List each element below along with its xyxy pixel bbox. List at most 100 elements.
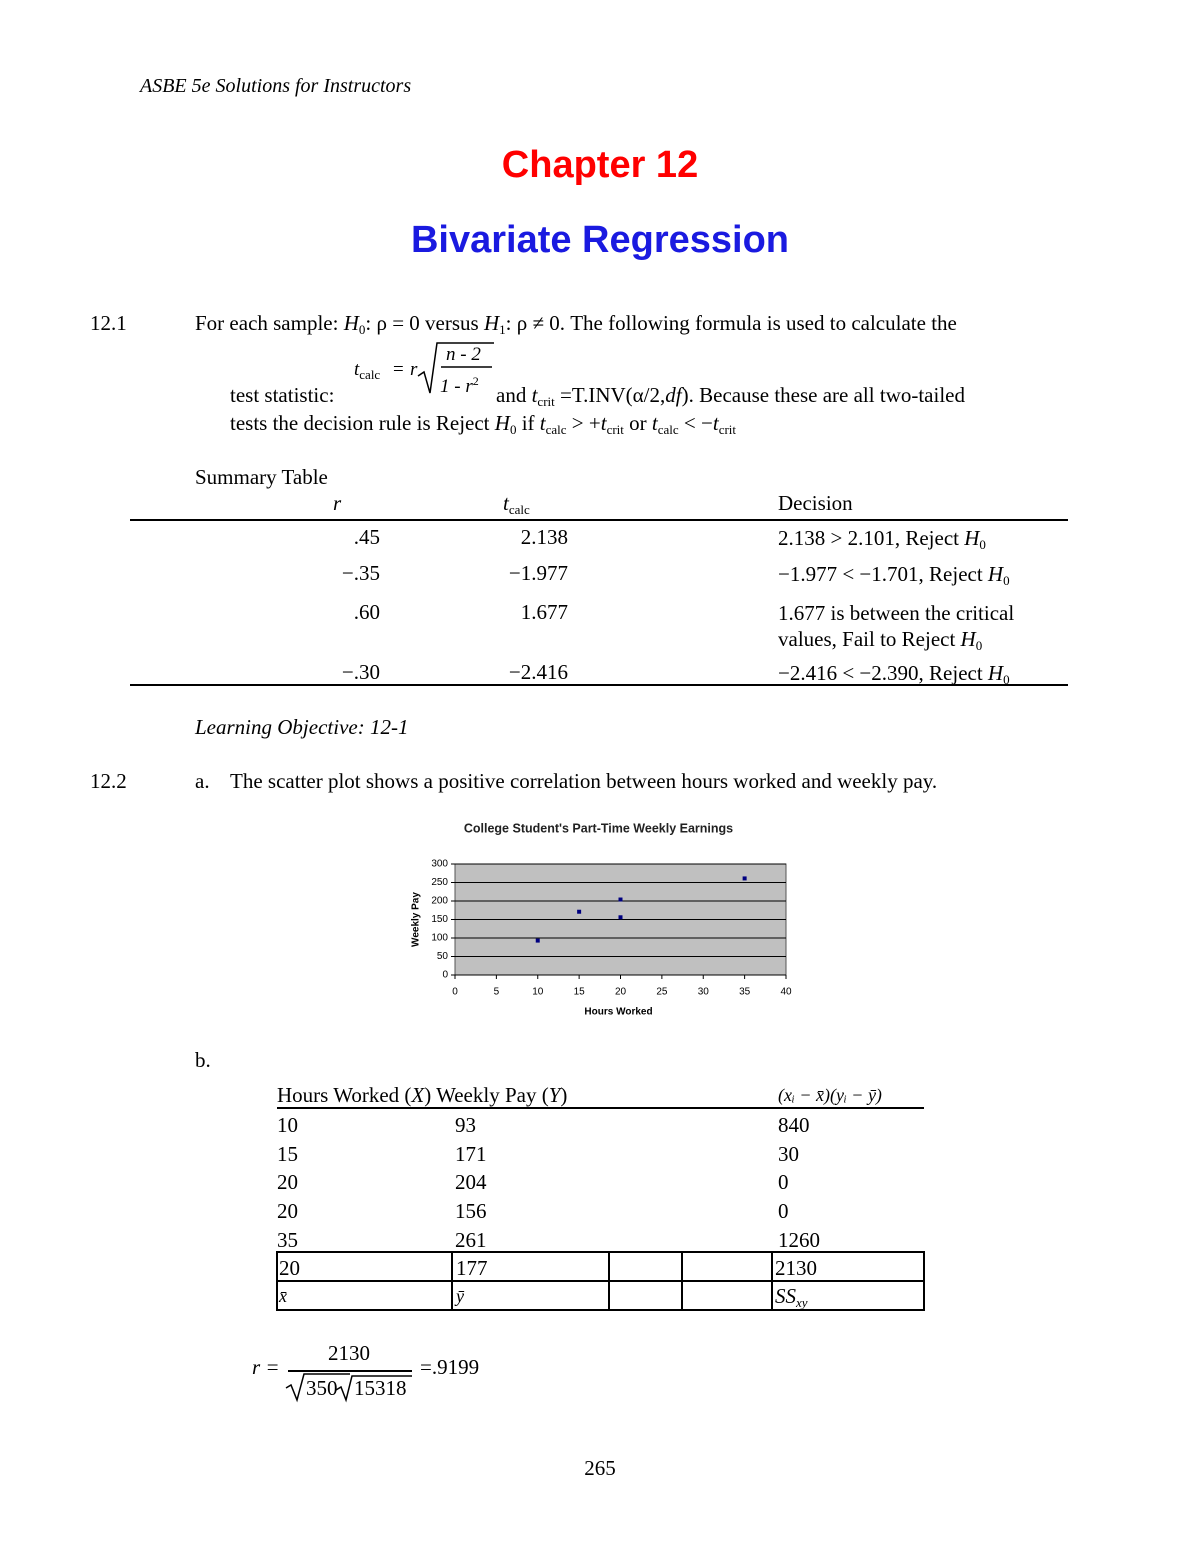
denominator: 350 bbox=[306, 1376, 338, 1400]
text: ). Because these are all two-tailed bbox=[681, 383, 965, 407]
subscript: xy bbox=[796, 1295, 808, 1310]
x-tick-label: 5 bbox=[494, 987, 500, 998]
total-cell: 2130 bbox=[775, 1256, 817, 1280]
symbol: t bbox=[531, 383, 538, 407]
text: 2.138 > 2.101, Reject bbox=[778, 526, 965, 550]
symbol: H bbox=[987, 661, 1004, 685]
y-tick-label: 150 bbox=[431, 914, 448, 925]
table-header: Hours Worked (X) Weekly Pay (Y) bbox=[277, 1083, 567, 1107]
column-header: Decision bbox=[778, 491, 853, 515]
table-cell: 261 bbox=[455, 1227, 487, 1252]
numerator: 2130 bbox=[328, 1341, 370, 1365]
table-cell: 30 bbox=[778, 1141, 799, 1166]
y-tick-label: 0 bbox=[442, 970, 448, 981]
cell-decision: 2.138 > 2.101, Reject H0 bbox=[778, 525, 1068, 558]
running-header: ASBE 5e Solutions for Instructors bbox=[140, 75, 412, 97]
cell-t: −2.416 bbox=[508, 660, 568, 684]
table-cell: 15 bbox=[277, 1141, 298, 1166]
sqrt-sign bbox=[335, 1375, 412, 1403]
symbol: df bbox=[665, 383, 682, 407]
total-cell: 177 bbox=[456, 1256, 488, 1280]
symbol: H bbox=[960, 627, 976, 651]
symbol: r bbox=[410, 359, 418, 380]
x-tick-label: 15 bbox=[574, 987, 586, 998]
x-axis-label: Hours Worked bbox=[584, 1007, 652, 1018]
text: For each sample: bbox=[195, 311, 344, 335]
subscript: calc bbox=[508, 502, 530, 517]
table-cell: 1260 bbox=[778, 1227, 820, 1252]
page-number: 265 bbox=[584, 1456, 616, 1480]
text: tests the decision rule is Reject bbox=[230, 411, 495, 435]
subscript: 0 bbox=[1003, 573, 1010, 588]
point bbox=[577, 909, 582, 914]
text: ) Weekly Pay ( bbox=[424, 1083, 549, 1107]
table-cell: 20 bbox=[277, 1170, 298, 1195]
symbol: H bbox=[494, 411, 510, 435]
sqrt-sign bbox=[285, 1373, 350, 1403]
text: 1 - r bbox=[440, 376, 473, 397]
subscript: 0 bbox=[1003, 672, 1010, 687]
text: 1.677 is between the critical values, Fa… bbox=[778, 601, 1015, 651]
text-line: For each sample: H0: ρ = 0 versus H1: ρ … bbox=[195, 311, 957, 342]
chapter-title: Bivariate Regression bbox=[410, 219, 790, 261]
text: and bbox=[496, 383, 532, 407]
symbol: H bbox=[483, 311, 500, 335]
text-line: The scatter plot shows a positive correl… bbox=[230, 769, 938, 793]
chart-title: College Student's Part-Time Weekly Earni… bbox=[464, 821, 733, 835]
denominator: 1 - r2 bbox=[440, 369, 479, 399]
subscript: calc bbox=[359, 367, 381, 382]
cell-decision: 1.677 is between the critical values, Fa… bbox=[778, 600, 1068, 659]
text: test statistic: bbox=[230, 383, 335, 407]
symbol: Y bbox=[548, 1083, 561, 1107]
subscript: 0 bbox=[509, 422, 517, 437]
subscript: 1 bbox=[499, 322, 506, 337]
table-cell: 10 bbox=[277, 1113, 298, 1137]
symbol: t bbox=[539, 411, 546, 435]
y-tick-label: 300 bbox=[431, 859, 448, 870]
text: : ρ = 0 versus bbox=[365, 311, 484, 335]
y-tick-label: 100 bbox=[431, 933, 448, 944]
subscript: crit bbox=[606, 422, 624, 437]
point bbox=[535, 938, 540, 943]
learning-objective: Learning Objective: 12-1 bbox=[195, 715, 409, 739]
symbol: t bbox=[600, 411, 607, 435]
formula-lhs: tcalc bbox=[354, 358, 380, 387]
label-cell: SSxy bbox=[775, 1284, 808, 1315]
problem-number: 12.2 bbox=[90, 769, 127, 793]
table-cell: 171 bbox=[455, 1141, 487, 1166]
sqrt-sign bbox=[417, 342, 494, 394]
text: ) bbox=[560, 1083, 568, 1107]
cell-r: −.30 bbox=[341, 660, 380, 684]
text: −1.977 < −1.701, Reject bbox=[778, 562, 988, 586]
text: or bbox=[623, 411, 652, 435]
item-label: b. bbox=[195, 1048, 211, 1072]
x-tick-label: 30 bbox=[698, 987, 710, 998]
subscript: 0 bbox=[979, 537, 986, 552]
subscript: crit bbox=[718, 422, 737, 437]
table-cell: 0 bbox=[778, 1170, 789, 1195]
y-tick-label: 250 bbox=[431, 877, 448, 888]
text: −2.416 < −2.390, Reject bbox=[778, 661, 988, 685]
subscript: 0 bbox=[975, 638, 983, 653]
table-cell: 93 bbox=[455, 1113, 476, 1137]
x-tick-label: 10 bbox=[532, 987, 544, 998]
text: < − bbox=[678, 411, 713, 435]
symbol: t bbox=[503, 491, 509, 515]
cell-t: 1.677 bbox=[520, 600, 568, 624]
y-tick-label: 50 bbox=[437, 951, 449, 962]
text-line: tests the decision rule is Reject H0 if … bbox=[230, 411, 736, 442]
cell-decision: −2.416 < −2.390, Reject H0 bbox=[778, 660, 1068, 693]
cell-r: −.35 bbox=[341, 561, 380, 585]
equals: = bbox=[393, 359, 404, 380]
cell-r: .60 bbox=[353, 600, 380, 624]
table-caption: Summary Table bbox=[195, 465, 328, 489]
label-cell: x̄ bbox=[279, 1286, 287, 1306]
subscript: calc bbox=[545, 422, 567, 437]
text: =T.INV(α/2, bbox=[554, 383, 666, 407]
total-cell: 20 bbox=[279, 1256, 300, 1280]
problem-number: 12.1 bbox=[90, 311, 127, 335]
symbol: H bbox=[964, 526, 980, 550]
totals-box bbox=[276, 1251, 925, 1311]
